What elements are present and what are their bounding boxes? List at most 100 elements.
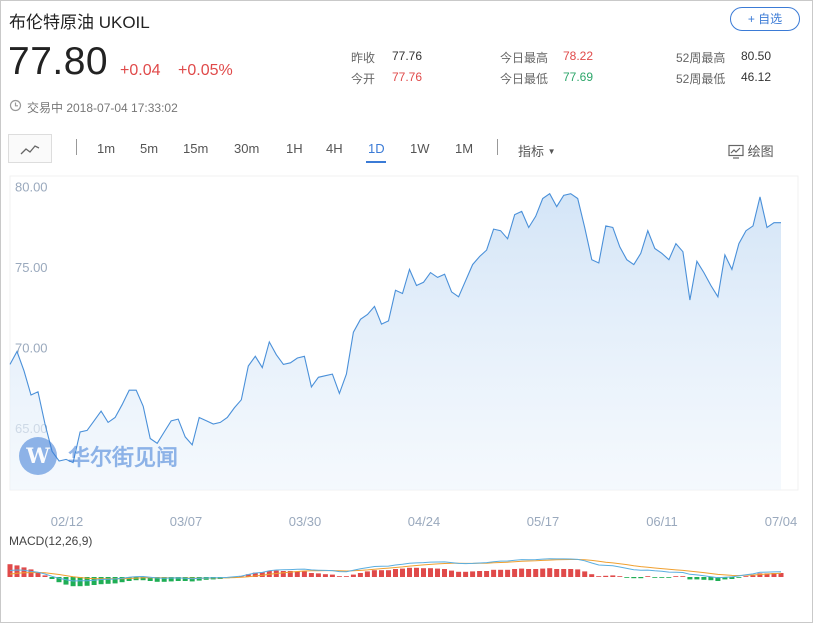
add-watchlist-button[interactable]: + 自选 [730,7,800,31]
macd-bar [393,569,398,577]
macd-bar [259,572,265,577]
stat-label-52w-high: 52周最高 [676,51,726,65]
draw-button[interactable]: 绘图 [728,141,774,160]
svg-text:W: W [25,443,50,468]
macd-bar [105,577,111,584]
macd-bar [715,577,721,581]
price-line [9,192,781,464]
x-tick-label: 04/24 [408,514,441,529]
macd-bar [743,576,749,577]
watermark-text: 华尔街见闻 [68,445,178,471]
macd-dea-line [9,559,782,580]
period-1d[interactable]: 1D [368,141,385,156]
macd-bar [771,573,777,577]
stat-value-open: 77.76 [392,70,423,84]
macd-bar [428,568,433,577]
macd-bar [673,576,679,577]
stat-label-day-high: 今日最高 [500,51,549,65]
macd-bar [645,576,651,577]
macd-bar [526,569,532,577]
macd-bar [315,573,321,577]
macd-bar [491,569,497,577]
macd-bar [666,577,672,578]
indicator-dropdown[interactable]: 指标 ▼ [518,141,556,160]
stat-value-52w-low: 46.12 [741,70,772,84]
macd-bar [750,575,756,577]
macd-bar [294,571,300,577]
trading-status-time: 交易中 2018-07-04 17:33:02 [27,101,178,115]
price-change: +0.04 [120,62,161,79]
x-tick-label: 05/17 [527,514,560,529]
caret-down-icon: ▼ [547,147,556,156]
macd-bar [687,577,693,580]
macd-bar [56,577,62,583]
macd-bar [147,577,153,581]
macd-bar [308,573,314,577]
x-tick-label: 03/07 [170,514,203,529]
period-1mo[interactable]: 1M [455,141,474,156]
macd-bar [631,577,637,579]
macd-bar [14,565,20,577]
stat-value-day-high: 78.22 [563,49,594,63]
macd-bar [84,577,90,586]
macd-bar [280,571,286,577]
macd-bar [140,577,146,581]
chart-draw-icon [728,144,744,159]
macd-bar [512,569,518,577]
period-1m[interactable]: 1m [97,141,116,156]
macd-bar [477,571,483,577]
macd-bar [442,569,447,577]
price-change-percent: +0.05% [178,62,233,79]
macd-label: MACD(12,26,9) [9,534,93,548]
stat-value-prev-close: 77.76 [392,49,423,63]
macd-bar [421,568,426,577]
macd-bar [582,571,588,577]
macd-bar [652,577,658,578]
macd-dif-line [9,558,782,582]
instrument-title: 布伦特原油 UKOIL [9,13,150,32]
macd-bar [729,577,735,579]
macd-bar [757,573,763,577]
macd-bar [596,576,602,577]
macd-bar [329,574,335,577]
macd-bar [435,568,440,577]
period-30m[interactable]: 30m [234,141,260,156]
period-1h[interactable]: 1H [286,141,303,156]
macd-bar [694,577,700,580]
macd-bar [400,568,405,577]
period-4h[interactable]: 4H [326,141,343,156]
macd-bar [343,576,349,577]
macd-bar [364,571,370,577]
macd-bar [98,577,104,585]
y-tick-label: 70.00 [15,340,48,355]
macd-bar [540,568,546,577]
macd-bar [456,571,462,577]
macd-bar [91,577,97,585]
macd-bar [505,569,511,577]
last-price: 77.80 [8,40,109,83]
x-tick-label: 07/04 [765,514,798,529]
x-tick-label: 02/12 [51,514,84,529]
macd-bar [680,576,686,577]
price-area-fill [10,193,781,490]
line-chart-toggle[interactable] [8,134,52,163]
period-5m[interactable]: 5m [140,141,159,156]
y-tick-label: 80.00 [15,179,48,194]
macd-bar [722,577,728,580]
y-tick-label: 75.00 [15,260,48,275]
period-15m[interactable]: 15m [183,141,209,156]
macd-bar [407,567,412,577]
macd-bar [701,577,707,580]
macd-bar [386,570,391,577]
period-1w[interactable]: 1W [410,141,430,156]
stat-value-52w-high: 80.50 [741,49,772,63]
macd-bar [182,577,188,581]
stat-value-day-low: 77.69 [563,70,594,84]
macd-bar [589,574,595,577]
macd-bar [175,577,181,581]
macd-bar [736,577,742,578]
macd-bar [126,577,132,581]
macd-bar [371,570,377,577]
macd-bar [484,571,490,577]
